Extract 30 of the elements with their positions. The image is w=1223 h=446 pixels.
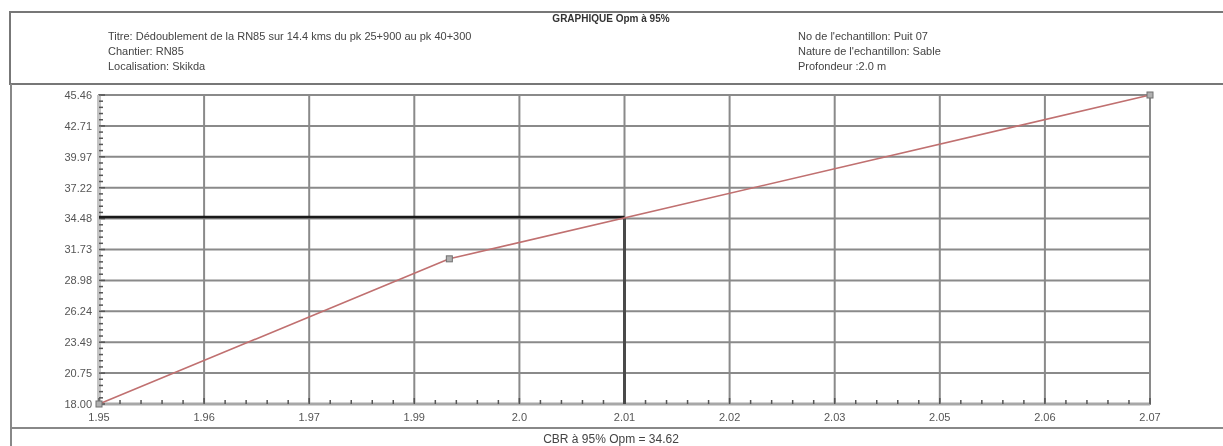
x-tick-label: 2.0	[511, 411, 528, 423]
y-tick-label: 23.49	[64, 336, 92, 349]
y-tick-label: 34.48	[64, 212, 92, 225]
y-tick-label: 18.00	[64, 397, 92, 410]
x-tick-label: 2.05	[929, 411, 951, 423]
x-tick-label: 1.97	[298, 411, 320, 423]
text: Profondeur :2.0 m	[798, 60, 887, 72]
x-tick-label: 2.02	[718, 411, 741, 423]
text: Nature de l'echantillon: Sable	[798, 45, 941, 57]
chart-title: GRAPHIQUE Opm à 95%	[552, 13, 670, 24]
y-tick-label: 37.22	[64, 181, 92, 194]
text: Localisation: Skikda	[108, 60, 207, 72]
x-tick-label: 2.01	[613, 411, 636, 423]
x-tick-label: 1.95	[88, 411, 110, 423]
text: Titre: Dédoublement de la RN85 sur 14.4 kms du pk 25+900 au pk 40+300	[108, 30, 472, 42]
x-tick-label: 2.07	[1139, 411, 1161, 423]
y-tick-label: 45.46	[64, 88, 92, 101]
x-tick-label: 2.06	[1034, 411, 1056, 423]
x-tick-label: 1.99	[403, 411, 426, 423]
y-tick-label: 28.98	[64, 274, 92, 287]
y-tick-label: 39.97	[64, 150, 92, 163]
y-tick-label: 26.24	[64, 305, 92, 318]
x-tick-label: 2.03	[823, 411, 846, 423]
text: CBR à 95% Opm = 34.62	[543, 432, 680, 446]
text: Chantier: RN85	[108, 45, 184, 57]
y-tick-label: 42.71	[64, 119, 92, 132]
x-tick-label: 1.96	[193, 411, 215, 423]
y-tick-label: 31.73	[64, 243, 92, 256]
y-tick-label: 20.75	[64, 366, 92, 379]
text: No de l'echantillon: Puit 07	[798, 30, 928, 42]
